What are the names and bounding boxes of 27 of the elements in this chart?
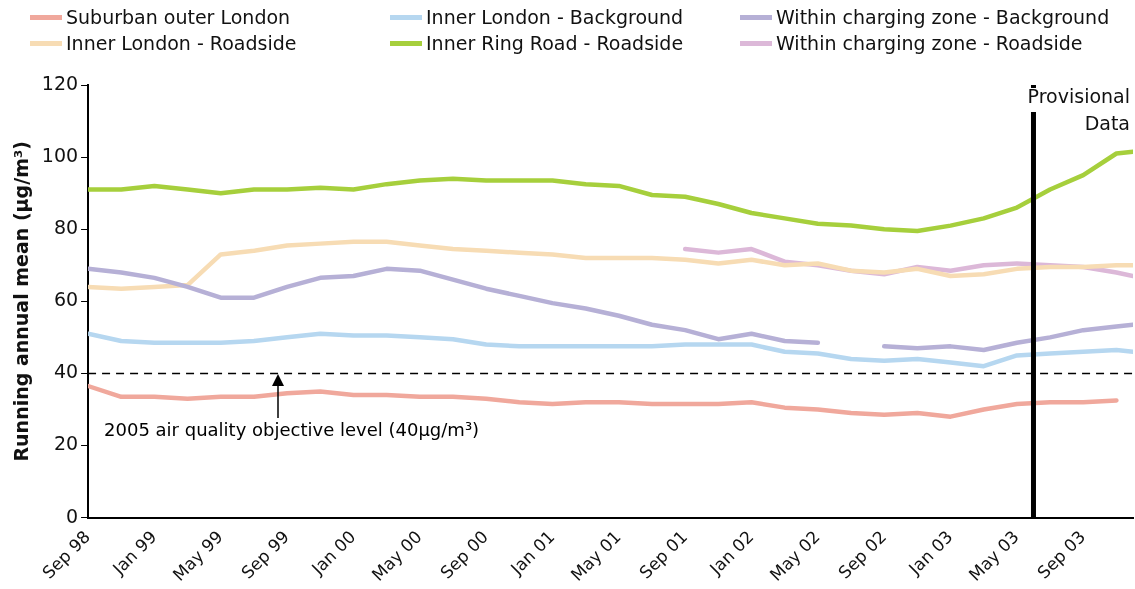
x-tick-label: Jan 03: [904, 526, 957, 580]
ref-line-label: Provisional Data: [1027, 85, 1130, 135]
y-tick-label: 80: [53, 216, 79, 239]
x-tick-label: Sep 99: [237, 526, 294, 583]
y-tick-label: 60: [53, 288, 79, 311]
legend-label: Suburban outer London: [66, 6, 291, 28]
y-tick-label: 20: [53, 432, 79, 455]
y-tick-label: 40: [53, 360, 79, 383]
y-tick-label: 100: [41, 144, 79, 167]
x-tick-label: Sep 01: [635, 526, 692, 583]
x-tick-label: Jan 02: [704, 526, 758, 580]
y-axis-title: Running annual mean (μg/m³): [10, 141, 33, 462]
annotation: 2005 air quality objective level (40μg/m³): [104, 419, 480, 441]
legend-label: Inner Ring Road - Roadside: [426, 32, 684, 54]
x-tick-label: Sep 03: [1033, 526, 1090, 583]
x-tick-label: Sep 98: [38, 526, 95, 583]
y-tick-label: 0: [65, 504, 79, 527]
y-tick-label: 120: [41, 71, 79, 94]
legend-label: Within charging zone - Roadside: [776, 32, 1083, 54]
x-tick-label: Sep 00: [436, 526, 493, 583]
x-tick-label: Jan 01: [505, 526, 559, 580]
x-tick-label: Sep 02: [834, 526, 891, 583]
x-tick-label: Jan 99: [107, 526, 161, 580]
legend-label: Inner London - Background: [426, 6, 684, 28]
x-tick-label: Jan 00: [306, 526, 360, 580]
legend-label: Within charging zone - Background: [776, 6, 1110, 28]
legend-label: Inner London - Roadside: [66, 32, 297, 54]
